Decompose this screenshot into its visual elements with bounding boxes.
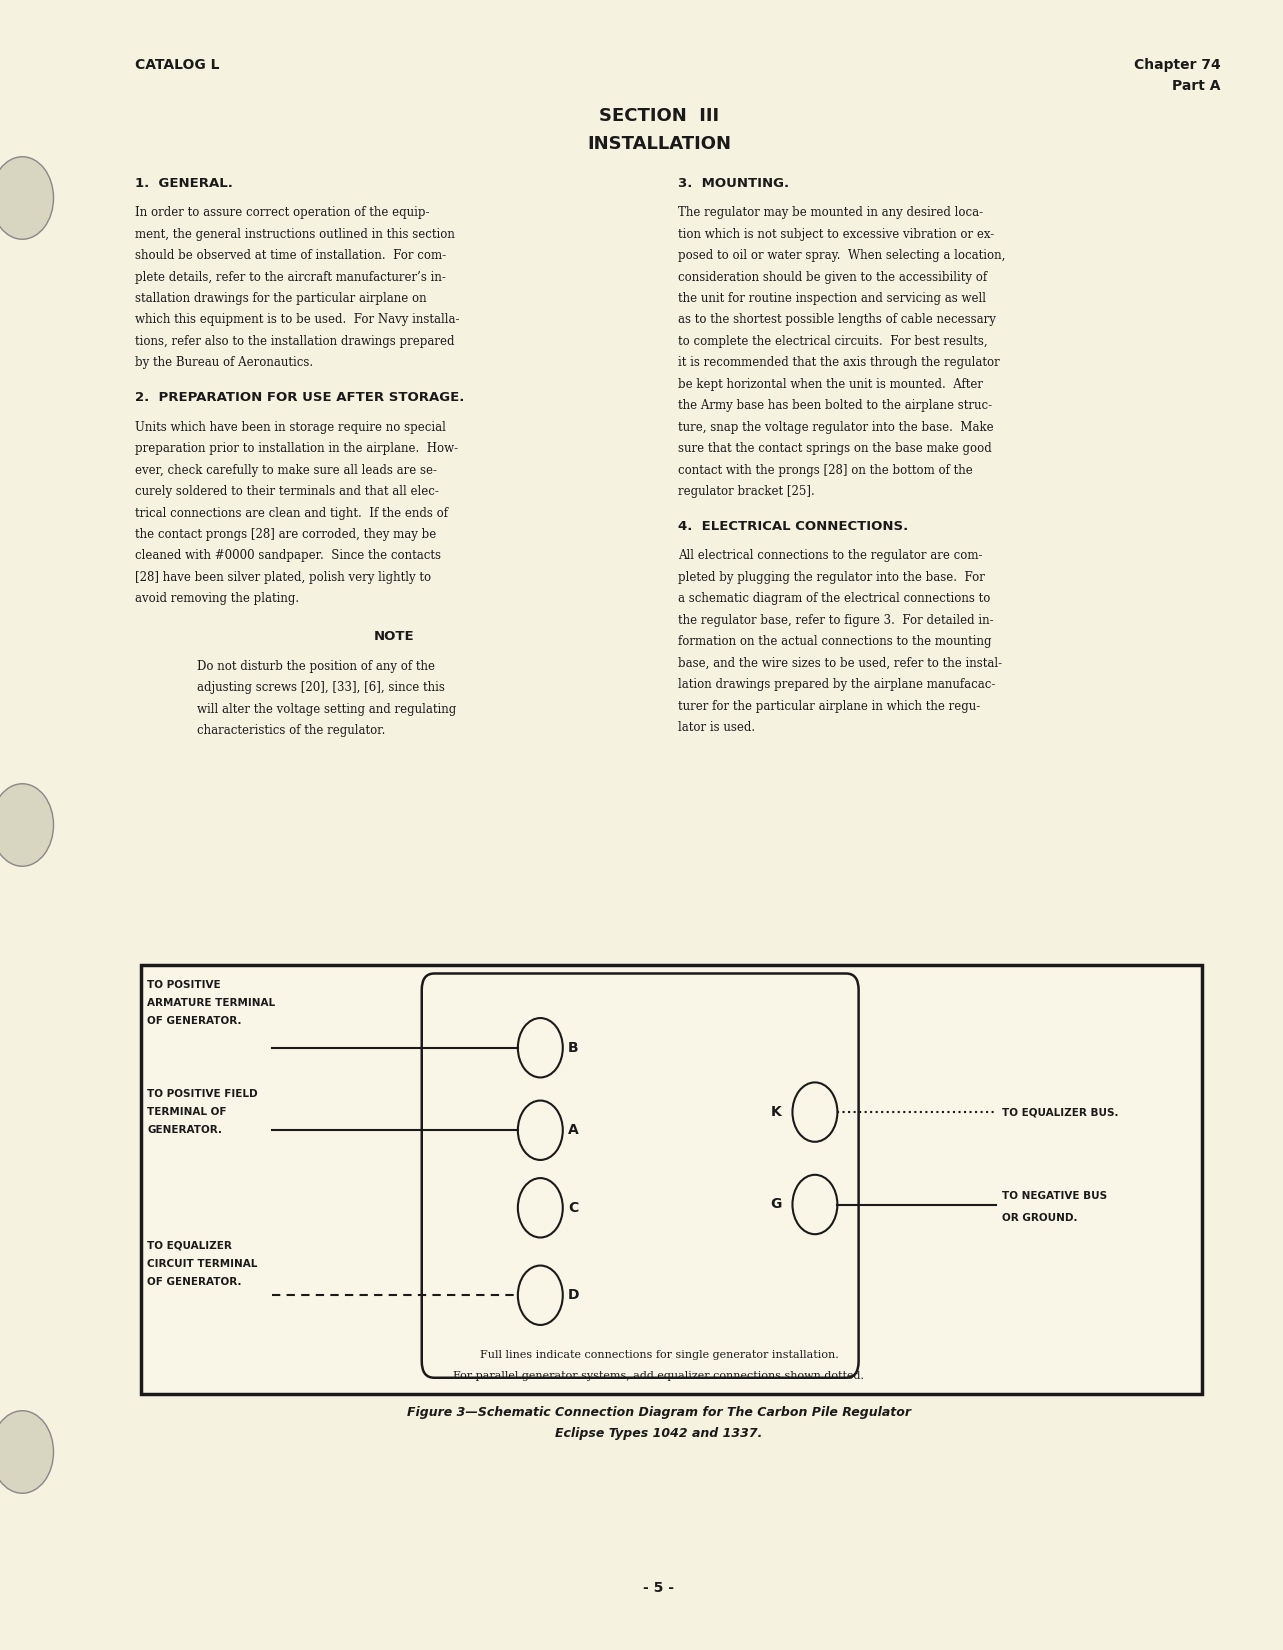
- Text: C: C: [568, 1201, 579, 1214]
- Text: CATALOG L: CATALOG L: [135, 58, 219, 71]
- Text: lation drawings prepared by the airplane manufacac-: lation drawings prepared by the airplane…: [677, 678, 996, 691]
- Text: All electrical connections to the regulator are com-: All electrical connections to the regula…: [677, 549, 981, 563]
- Text: 4.  ELECTRICAL CONNECTIONS.: 4. ELECTRICAL CONNECTIONS.: [677, 520, 908, 533]
- Text: ture, snap the voltage regulator into the base.  Make: ture, snap the voltage regulator into th…: [677, 421, 993, 434]
- FancyBboxPatch shape: [422, 974, 858, 1378]
- Text: should be observed at time of installation.  For com-: should be observed at time of installati…: [135, 249, 445, 262]
- Text: the contact prongs [28] are corroded, they may be: the contact prongs [28] are corroded, th…: [135, 528, 436, 541]
- Text: NOTE: NOTE: [373, 630, 414, 644]
- Text: 3.  MOUNTING.: 3. MOUNTING.: [677, 177, 789, 190]
- Text: will alter the voltage setting and regulating: will alter the voltage setting and regul…: [198, 703, 457, 716]
- Text: Units which have been in storage require no special: Units which have been in storage require…: [135, 421, 445, 434]
- Text: sure that the contact springs on the base make good: sure that the contact springs on the bas…: [677, 442, 992, 455]
- Circle shape: [793, 1082, 838, 1142]
- Text: stallation drawings for the particular airplane on: stallation drawings for the particular a…: [135, 292, 426, 305]
- Text: - 5 -: - 5 -: [643, 1581, 675, 1594]
- Text: SECTION  III: SECTION III: [599, 107, 718, 125]
- Text: contact with the prongs [28] on the bottom of the: contact with the prongs [28] on the bott…: [677, 464, 973, 477]
- Circle shape: [518, 1101, 563, 1160]
- Text: OR GROUND.: OR GROUND.: [1002, 1213, 1078, 1223]
- Text: the unit for routine inspection and servicing as well: the unit for routine inspection and serv…: [677, 292, 985, 305]
- Text: CIRCUIT TERMINAL: CIRCUIT TERMINAL: [148, 1259, 258, 1269]
- Text: it is recommended that the axis through the regulator: it is recommended that the axis through …: [677, 356, 999, 370]
- Text: TO POSITIVE FIELD: TO POSITIVE FIELD: [148, 1089, 258, 1099]
- Text: avoid removing the plating.: avoid removing the plating.: [135, 592, 299, 606]
- Text: Chapter 74: Chapter 74: [1134, 58, 1220, 71]
- Text: trical connections are clean and tight.  If the ends of: trical connections are clean and tight. …: [135, 507, 448, 520]
- Circle shape: [518, 1178, 563, 1238]
- Text: ment, the general instructions outlined in this section: ment, the general instructions outlined …: [135, 228, 454, 241]
- Text: ever, check carefully to make sure all leads are se-: ever, check carefully to make sure all l…: [135, 464, 436, 477]
- Text: the Army base has been bolted to the airplane struc-: the Army base has been bolted to the air…: [677, 399, 992, 412]
- Text: which this equipment is to be used.  For Navy installa-: which this equipment is to be used. For …: [135, 314, 459, 327]
- Text: tions, refer also to the installation drawings prepared: tions, refer also to the installation dr…: [135, 335, 454, 348]
- Text: by the Bureau of Aeronautics.: by the Bureau of Aeronautics.: [135, 356, 313, 370]
- Text: OF GENERATOR.: OF GENERATOR.: [148, 1016, 241, 1026]
- Text: TO EQUALIZER: TO EQUALIZER: [148, 1241, 232, 1251]
- Text: In order to assure correct operation of the equip-: In order to assure correct operation of …: [135, 206, 429, 219]
- Text: Part A: Part A: [1173, 79, 1220, 92]
- Circle shape: [0, 157, 54, 239]
- Text: D: D: [568, 1289, 580, 1302]
- Text: G: G: [770, 1198, 781, 1211]
- Text: [28] have been silver plated, polish very lightly to: [28] have been silver plated, polish ver…: [135, 571, 431, 584]
- Text: B: B: [568, 1041, 579, 1054]
- Text: pleted by plugging the regulator into the base.  For: pleted by plugging the regulator into th…: [677, 571, 984, 584]
- FancyBboxPatch shape: [141, 965, 1202, 1394]
- Text: the regulator base, refer to figure 3.  For detailed in-: the regulator base, refer to figure 3. F…: [677, 614, 993, 627]
- Text: 2.  PREPARATION FOR USE AFTER STORAGE.: 2. PREPARATION FOR USE AFTER STORAGE.: [135, 391, 464, 404]
- Text: The regulator may be mounted in any desired loca-: The regulator may be mounted in any desi…: [677, 206, 983, 219]
- Text: turer for the particular airplane in which the regu-: turer for the particular airplane in whi…: [677, 700, 980, 713]
- Text: regulator bracket [25].: regulator bracket [25].: [677, 485, 815, 498]
- Text: ARMATURE TERMINAL: ARMATURE TERMINAL: [148, 998, 276, 1008]
- Circle shape: [793, 1175, 838, 1234]
- Text: TERMINAL OF: TERMINAL OF: [148, 1107, 227, 1117]
- Text: OF GENERATOR.: OF GENERATOR.: [148, 1277, 241, 1287]
- Text: plete details, refer to the aircraft manufacturer’s in-: plete details, refer to the aircraft man…: [135, 271, 445, 284]
- Text: consideration should be given to the accessibility of: consideration should be given to the acc…: [677, 271, 987, 284]
- Text: INSTALLATION: INSTALLATION: [586, 135, 731, 153]
- Text: base, and the wire sizes to be used, refer to the instal-: base, and the wire sizes to be used, ref…: [677, 657, 1002, 670]
- Text: adjusting screws [20], [33], [6], since this: adjusting screws [20], [33], [6], since …: [198, 681, 445, 695]
- Text: formation on the actual connections to the mounting: formation on the actual connections to t…: [677, 635, 992, 648]
- Circle shape: [518, 1018, 563, 1077]
- Text: be kept horizontal when the unit is mounted.  After: be kept horizontal when the unit is moun…: [677, 378, 983, 391]
- Text: Full lines indicate connections for single generator installation.: Full lines indicate connections for sing…: [480, 1350, 838, 1360]
- Text: TO EQUALIZER BUS.: TO EQUALIZER BUS.: [1002, 1107, 1119, 1117]
- Text: characteristics of the regulator.: characteristics of the regulator.: [198, 724, 385, 738]
- Text: preparation prior to installation in the airplane.  How-: preparation prior to installation in the…: [135, 442, 458, 455]
- Text: to complete the electrical circuits.  For best results,: to complete the electrical circuits. For…: [677, 335, 987, 348]
- Circle shape: [0, 1411, 54, 1493]
- Text: For parallel generator systems, add equalizer connections shown dotted.: For parallel generator systems, add equa…: [453, 1371, 865, 1381]
- Text: GENERATOR.: GENERATOR.: [148, 1125, 222, 1135]
- Text: A: A: [568, 1124, 579, 1137]
- Text: TO POSITIVE: TO POSITIVE: [148, 980, 221, 990]
- Text: lator is used.: lator is used.: [677, 721, 754, 734]
- Text: Do not disturb the position of any of the: Do not disturb the position of any of th…: [198, 660, 435, 673]
- Text: posed to oil or water spray.  When selecting a location,: posed to oil or water spray. When select…: [677, 249, 1005, 262]
- Text: Figure 3—Schematic Connection Diagram for The Carbon Pile Regulator: Figure 3—Schematic Connection Diagram fo…: [407, 1406, 911, 1419]
- Text: Eclipse Types 1042 and 1337.: Eclipse Types 1042 and 1337.: [556, 1427, 762, 1440]
- Text: K: K: [771, 1106, 781, 1119]
- Text: as to the shortest possible lengths of cable necessary: as to the shortest possible lengths of c…: [677, 314, 996, 327]
- Circle shape: [0, 784, 54, 866]
- Text: 1.  GENERAL.: 1. GENERAL.: [135, 177, 232, 190]
- Text: curely soldered to their terminals and that all elec-: curely soldered to their terminals and t…: [135, 485, 439, 498]
- Text: a schematic diagram of the electrical connections to: a schematic diagram of the electrical co…: [677, 592, 990, 606]
- Text: TO NEGATIVE BUS: TO NEGATIVE BUS: [1002, 1191, 1107, 1201]
- Text: cleaned with #0000 sandpaper.  Since the contacts: cleaned with #0000 sandpaper. Since the …: [135, 549, 440, 563]
- Circle shape: [518, 1266, 563, 1325]
- Text: tion which is not subject to excessive vibration or ex-: tion which is not subject to excessive v…: [677, 228, 994, 241]
